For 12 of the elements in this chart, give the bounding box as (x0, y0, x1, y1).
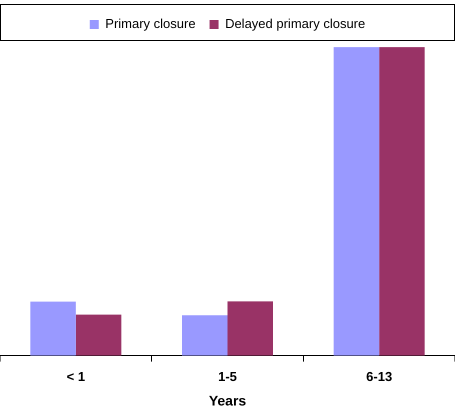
x-axis-title: Years (208, 392, 246, 408)
bar (182, 315, 228, 356)
legend-label: Delayed primary closure (225, 16, 366, 32)
bar (379, 47, 425, 356)
x-tick-label: < 1 (66, 368, 86, 384)
legend-label: Primary closure (105, 16, 196, 32)
x-tick-label: 1-5 (218, 368, 237, 384)
bar (228, 301, 273, 356)
x-tick-label: 6-13 (366, 368, 392, 384)
bar (76, 314, 122, 356)
bar (30, 302, 76, 356)
bar (334, 47, 380, 356)
